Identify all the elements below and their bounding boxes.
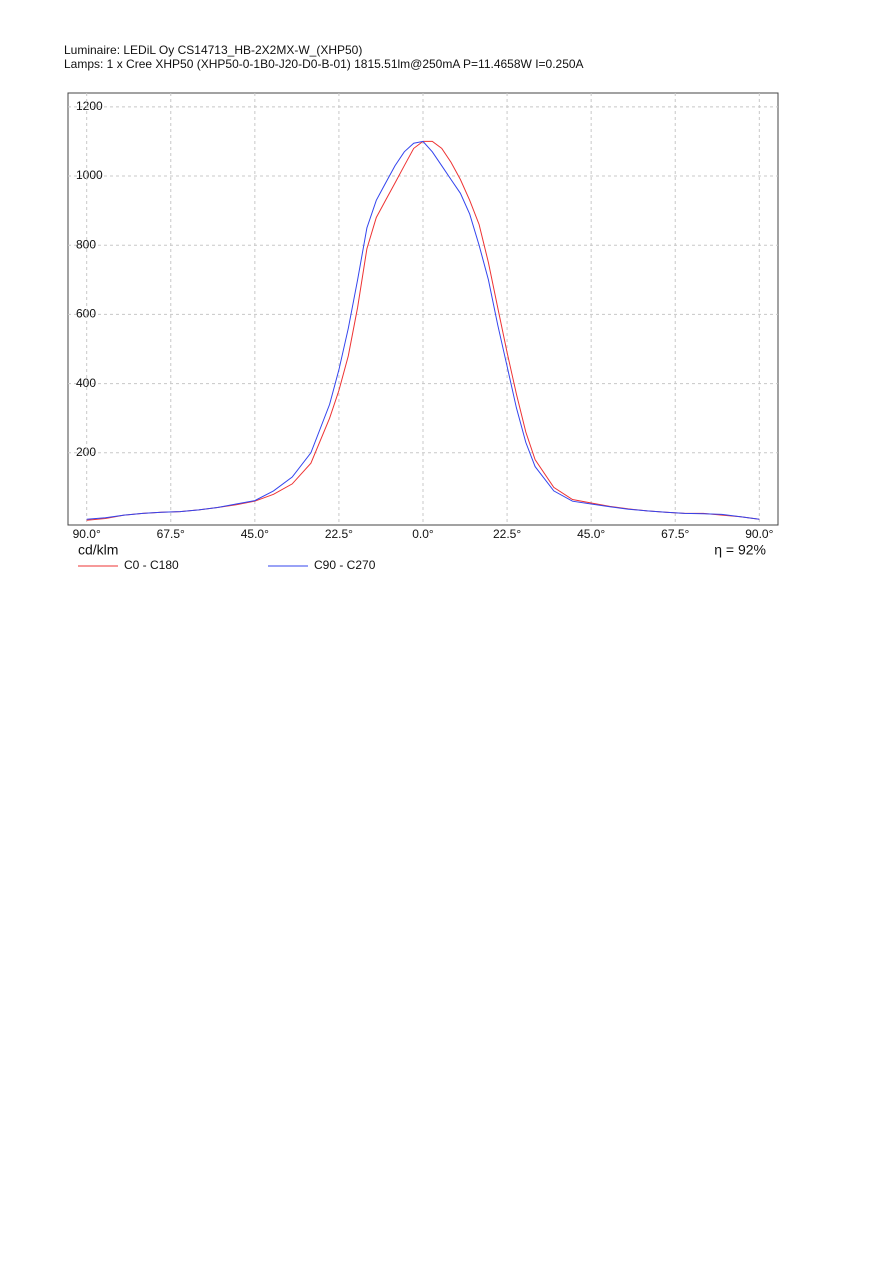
x-tick-label: 67.5° (157, 527, 185, 541)
x-tick-label: 90.0° (73, 527, 101, 541)
y-tick-label: 200 (76, 445, 96, 459)
y-tick-label: 600 (76, 307, 96, 321)
y-tick-label: 1200 (76, 99, 103, 113)
x-tick-label: 45.0° (577, 527, 605, 541)
series-line (86, 140, 760, 520)
y-tick-label: 1000 (76, 168, 103, 182)
y-tick-label: 800 (76, 237, 96, 251)
legend-label: C0 - C180 (124, 558, 179, 572)
x-tick-label: 22.5° (493, 527, 521, 541)
legend-label: C90 - C270 (314, 558, 376, 572)
chart-title: Luminaire: LEDiL Oy CS14713_HB-2X2MX-W_(… (64, 43, 362, 57)
x-tick-label: 45.0° (241, 527, 269, 541)
chart-subtitle: Lamps: 1 x Cree XHP50 (XHP50-0-1B0-J20-D… (64, 57, 584, 71)
y-tick-label: 400 (76, 376, 96, 390)
x-tick-label: 22.5° (325, 527, 353, 541)
y-axis-label: cd/klm (78, 542, 118, 558)
x-tick-label: 90.0° (745, 527, 773, 541)
x-tick-label: 0.0° (412, 527, 434, 541)
x-tick-label: 67.5° (661, 527, 689, 541)
series-line (86, 140, 760, 521)
annotation: η = 92% (714, 542, 766, 558)
